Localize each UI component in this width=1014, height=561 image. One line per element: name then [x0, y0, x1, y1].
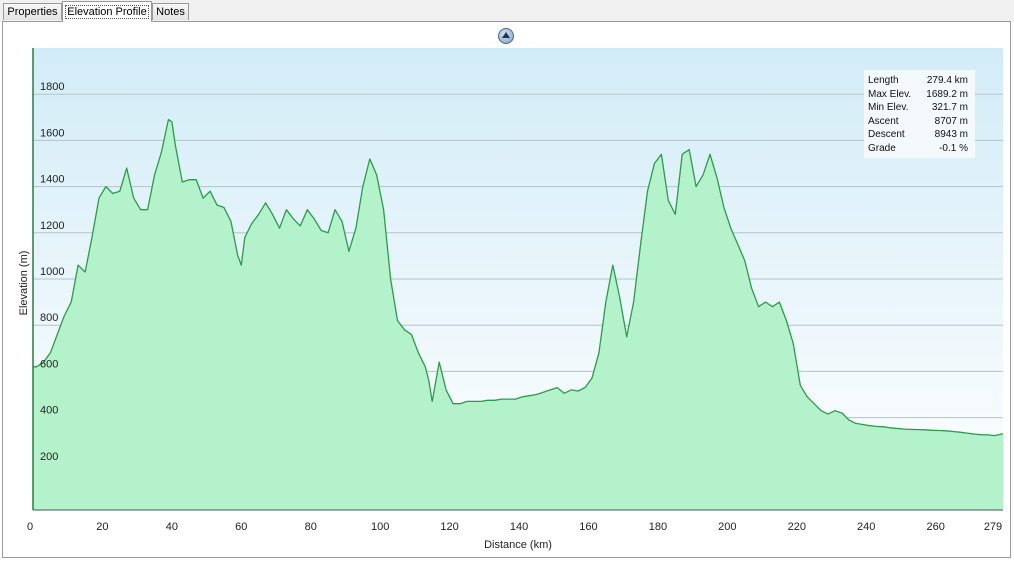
y-tick-label: 1800 [40, 81, 64, 93]
stat-row: Length 279.4 km [868, 74, 975, 88]
x-tick-label: 0 [27, 521, 33, 533]
x-tick-label: 220 [788, 521, 806, 533]
stat-value: 321.7 m [931, 102, 968, 114]
tab-bar: Properties Elevation Profile Notes [0, 0, 1014, 22]
y-tick-label: 800 [40, 312, 58, 324]
stat-label: Min Elev. [868, 102, 909, 114]
tab-elevation-profile[interactable]: Elevation Profile [62, 1, 152, 22]
stat-row: Grade -0.1 % [868, 142, 975, 156]
tab-elevation-profile-label: Elevation Profile [65, 5, 149, 19]
stat-value: -0.1 % [939, 142, 968, 154]
y-tick-label: 600 [40, 358, 58, 370]
route-statistics-box: Length 279.4 km Max Elev. 1689.2 m Min Elev.… [864, 70, 975, 158]
tab-notes-label: Notes [156, 6, 185, 18]
x-tick-label: 180 [649, 521, 667, 533]
x-tick-label: 240 [857, 521, 875, 533]
x-tick-label: 120 [440, 521, 458, 533]
y-tick-label: 1400 [40, 174, 64, 186]
x-tick-label: 200 [718, 521, 736, 533]
stat-label: Ascent [868, 115, 899, 127]
tab-notes[interactable]: Notes [152, 3, 189, 20]
tab-properties-label: Properties [7, 6, 58, 18]
stat-value: 1689.2 m [926, 88, 968, 100]
stat-value: 8707 m [934, 115, 968, 127]
x-tick-label: 140 [510, 521, 528, 533]
tab-properties[interactable]: Properties [3, 3, 62, 20]
y-tick-labels: 200 400 600 800 1000 1200 1400 1600 1800 [40, 81, 64, 463]
stat-row: Max Elev. 1689.2 m [868, 88, 975, 102]
stat-row: Min Elev. 321.7 m [868, 101, 975, 115]
y-tick-label: 1000 [40, 266, 64, 278]
x-tick-label: 160 [579, 521, 597, 533]
stat-value: 279.4 km [926, 75, 968, 86]
y-tick-label: 400 [40, 405, 58, 417]
y-tick-label: 200 [40, 451, 58, 463]
stat-label: Descent [868, 129, 905, 141]
x-axis-label: Distance (km) [484, 539, 552, 551]
x-tick-label: 100 [371, 521, 389, 533]
stat-row: Descent 8943 m [868, 128, 975, 142]
x-tick-label: 40 [166, 521, 178, 533]
x-tick-label: 260 [926, 521, 944, 533]
y-axis-label: Elevation (m) [18, 251, 30, 316]
y-tick-label: 1600 [40, 127, 64, 139]
collapse-up-icon[interactable] [498, 28, 514, 44]
x-tick-label: 20 [96, 521, 108, 533]
stat-label: Grade [868, 142, 896, 154]
x-tick-labels: 0 20 40 60 80 100 120 140 160 180 200 220 240 260 279 [27, 521, 1002, 533]
stat-row: Ascent 8707 m [868, 115, 975, 129]
stat-label: Max Elev. [868, 88, 912, 100]
y-tick-label: 1200 [40, 220, 64, 232]
x-tick-label: 279 [984, 521, 1002, 533]
elevation-area-fill [33, 119, 1003, 510]
stat-value: 8943 m [934, 129, 968, 141]
stat-label: Length [868, 75, 899, 86]
x-tick-label: 60 [235, 521, 247, 533]
x-tick-label: 80 [305, 521, 317, 533]
elevation-line [33, 118, 1004, 437]
